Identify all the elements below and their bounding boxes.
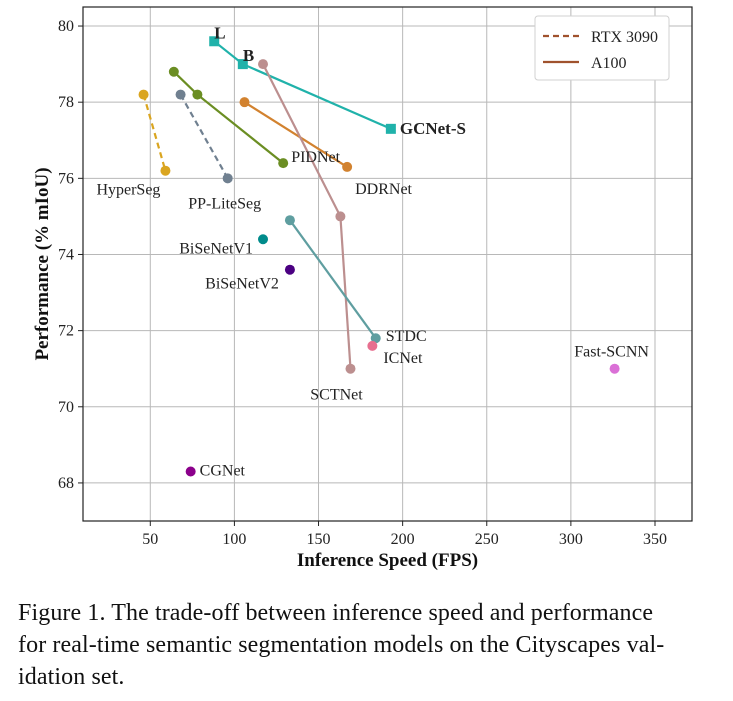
data-point-sctnet <box>345 363 356 374</box>
chart-figure: 50 100 150 200 250 300 350 68 70 72 74 76 78 80 Infere… <box>32 6 693 571</box>
data-point-ddrnet <box>342 161 353 172</box>
legend-box <box>534 15 670 81</box>
data-point-pidnet <box>192 89 203 100</box>
data-point-pidnet <box>168 66 179 77</box>
y-axis-label: Performance (% mIoU) <box>32 167 53 360</box>
data-label-gcnet: B <box>243 46 254 65</box>
x-tick-label: 150 <box>307 531 331 548</box>
x-tick-label: 350 <box>643 531 667 548</box>
data-point-fast-scnn <box>609 363 620 374</box>
data-point-pidnet <box>278 158 289 169</box>
y-tick-label: 76 <box>58 170 74 187</box>
data-label-pp-liteseg: PP-LiteSeg <box>188 195 261 212</box>
data-label-pidnet: PIDNet <box>291 149 340 166</box>
data-point-cgnet <box>185 466 196 477</box>
data-point-hyperseg <box>160 165 171 176</box>
data-point-stdc <box>370 333 381 344</box>
x-axis-label: Inference Speed (FPS) <box>297 550 478 571</box>
series-line-gcnet <box>213 40 392 130</box>
series-line-pp-liteseg <box>179 94 229 179</box>
data-point-hyperseg <box>138 89 149 100</box>
plot-frame <box>82 6 693 522</box>
data-label-fast-scnn: Fast-SCNN <box>574 344 649 361</box>
data-label-gcnet: L <box>214 23 225 42</box>
data-point-stdc <box>284 215 295 226</box>
series-line-ddrnet <box>243 101 348 168</box>
data-label-bisenetv2: BiSeNetV2 <box>205 276 279 293</box>
data-point-pp-liteseg <box>222 173 233 184</box>
data-point-gcnet <box>237 59 248 70</box>
x-tick-label: 100 <box>222 531 246 548</box>
data-point-sctnet <box>258 59 269 70</box>
series-line-hyperseg <box>142 94 167 172</box>
legend-label: RTX 3090 <box>591 29 658 46</box>
series-line-stdc <box>289 219 377 339</box>
data-point-gcnet <box>385 123 396 134</box>
y-tick-label: 78 <box>58 94 74 111</box>
data-point-bisenetv2 <box>284 264 295 275</box>
data-label-cgnet: CGNet <box>200 463 246 480</box>
x-tick-label: 250 <box>475 531 499 548</box>
caption-line: Figure 1. The trade-off between inferenc… <box>18 600 654 626</box>
caption-line: idation set. <box>18 664 125 690</box>
caption-line: for real-time semantic segmentation mode… <box>18 632 665 658</box>
y-tick-label: 72 <box>58 323 74 340</box>
y-tick-label: 70 <box>58 399 74 416</box>
x-tick-label: 50 <box>142 531 158 548</box>
data-point-pp-liteseg <box>175 89 186 100</box>
data-label-stdc: STDC <box>386 328 427 345</box>
data-label-icnet: ICNet <box>383 350 423 367</box>
data-point-icnet <box>367 340 378 351</box>
y-tick-label: 68 <box>58 475 74 492</box>
data-point-ddrnet <box>239 97 250 108</box>
y-tick-label: 80 <box>58 18 74 35</box>
data-label-sctnet: SCTNet <box>310 387 363 404</box>
x-tick-label: 300 <box>559 531 583 548</box>
data-point-bisenetv1 <box>258 234 269 245</box>
y-tick-label: 74 <box>58 246 74 263</box>
x-tick-label: 200 <box>391 531 415 548</box>
data-point-gcnet <box>209 36 220 47</box>
data-label-hyperseg: HyperSeg <box>96 182 160 199</box>
data-point-sctnet <box>335 211 346 222</box>
data-label-ddrnet: DDRNet <box>355 181 412 198</box>
data-label-bisenetv1: BiSeNetV1 <box>179 240 253 257</box>
legend-label: A100 <box>591 55 627 72</box>
data-label-gcnet: GCNet-S <box>400 119 466 138</box>
figure-caption: Figure 1. The trade-off between inferenc… <box>18 597 718 693</box>
chart-svg: 50 100 150 200 250 300 350 68 70 72 74 76 78 80 Infere… <box>32 6 693 571</box>
